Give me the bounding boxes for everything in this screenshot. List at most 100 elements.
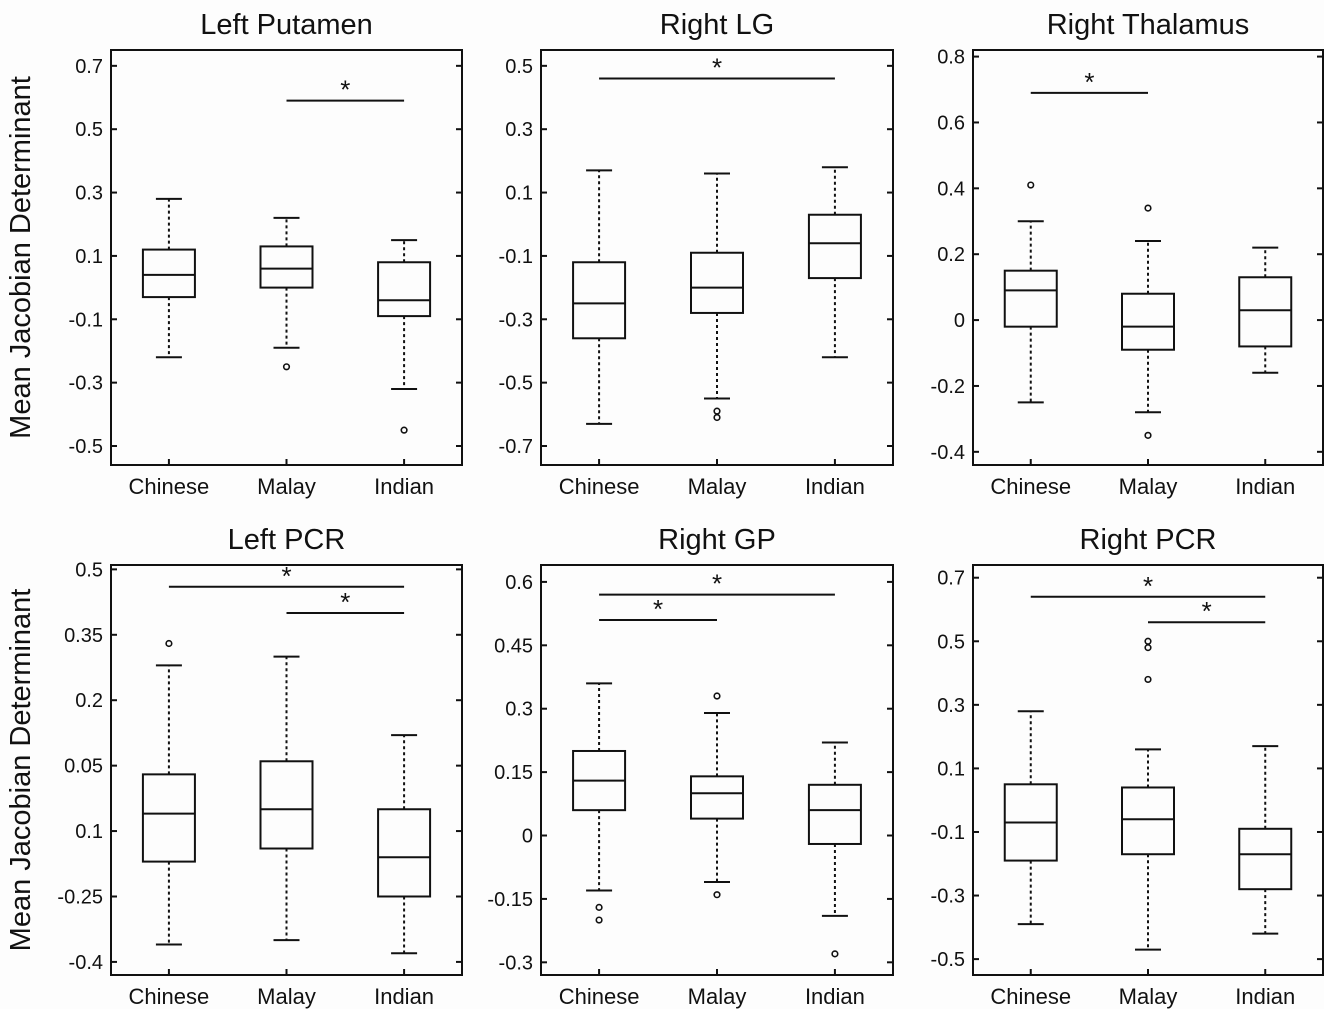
y-tick-label: -0.4 xyxy=(931,442,965,464)
x-tick-label: Malay xyxy=(1119,984,1178,1009)
x-tick-label: Malay xyxy=(688,474,747,499)
y-tick-label: 0.3 xyxy=(505,699,533,721)
x-tick-label: Indian xyxy=(805,474,865,499)
x-tick-label: Malay xyxy=(1119,474,1178,499)
y-tick-label: -0.5 xyxy=(69,436,103,458)
y-tick-label: 0.8 xyxy=(937,47,965,69)
y-tick-label: -0.3 xyxy=(499,952,533,974)
significance-star: * xyxy=(340,75,350,105)
iqr-box xyxy=(1121,292,1175,351)
y-tick-label: 0.05 xyxy=(64,756,103,778)
outlier-point xyxy=(1144,637,1152,645)
y-tick-label: -0.3 xyxy=(499,309,533,331)
y-tick-label: 0.3 xyxy=(505,119,533,141)
y-tick-label: 0.2 xyxy=(937,244,965,266)
x-tick-label: Chinese xyxy=(559,984,640,1009)
y-tick-label: 0.5 xyxy=(75,119,103,141)
y-tick-label: -0.1 xyxy=(499,246,533,268)
outlier-point xyxy=(713,891,721,899)
y-tick-label: -0.15 xyxy=(487,889,533,911)
x-tick-label: Indian xyxy=(805,984,865,1009)
x-tick-label: Chinese xyxy=(129,474,210,499)
x-tick-label: Indian xyxy=(374,984,434,1009)
x-tick-label: Indian xyxy=(1235,474,1295,499)
y-tick-label: 0.5 xyxy=(505,56,533,78)
y-tick-label: -0.5 xyxy=(499,373,533,395)
iqr-box xyxy=(1121,786,1175,856)
iqr-box xyxy=(690,251,744,314)
outlier-point xyxy=(713,413,721,422)
y-tick-label: -0.2 xyxy=(931,376,965,398)
outlier-point xyxy=(282,363,291,371)
x-tick-label: Indian xyxy=(1235,984,1295,1009)
chart-title: Right LG xyxy=(660,9,774,41)
y-tick-label: -0.1 xyxy=(931,822,965,844)
significance-star: * xyxy=(1143,571,1153,601)
plot-frame xyxy=(972,564,1324,976)
outlier-point xyxy=(1027,181,1035,189)
y-tick-label: 0.1 xyxy=(75,821,103,843)
x-tick-label: Chinese xyxy=(129,984,210,1009)
significance-star: * xyxy=(340,587,350,617)
iqr-box xyxy=(377,808,432,898)
y-tick-label: -0.1 xyxy=(69,309,103,331)
y-tick-label: 0.7 xyxy=(937,568,965,590)
y-axis-label: Mean Jacobian Determinant xyxy=(5,589,37,952)
iqr-box xyxy=(259,760,314,850)
significance-star: * xyxy=(712,569,722,599)
iqr-box xyxy=(807,213,862,280)
plot-frame xyxy=(110,564,463,976)
y-tick-label: -0.3 xyxy=(69,373,103,395)
x-tick-label: Chinese xyxy=(990,474,1071,499)
x-tick-label: Malay xyxy=(257,984,316,1009)
outlier-point xyxy=(1144,675,1152,684)
x-tick-label: Chinese xyxy=(559,474,640,499)
iqr-box xyxy=(1003,269,1058,328)
y-tick-label: 0.6 xyxy=(505,572,533,594)
iqr-box xyxy=(572,261,627,340)
y-tick-label: 0.7 xyxy=(75,56,103,78)
iqr-box xyxy=(141,248,196,299)
outlier-point xyxy=(595,903,603,911)
y-tick-label: 0.5 xyxy=(75,559,103,581)
iqr-box xyxy=(1238,276,1293,348)
outlier-point xyxy=(595,916,603,924)
y-tick-label: 0.3 xyxy=(75,183,103,205)
y-tick-label: -0.25 xyxy=(57,886,103,908)
significance-star: * xyxy=(1084,67,1094,97)
y-tick-label: 0.1 xyxy=(505,183,533,205)
plot-frame xyxy=(540,49,894,466)
x-tick-label: Indian xyxy=(374,474,434,499)
x-tick-label: Chinese xyxy=(990,984,1071,1009)
y-tick-label: 0.2 xyxy=(75,690,103,712)
outlier-point xyxy=(713,407,721,415)
y-tick-label: 0.6 xyxy=(937,112,965,134)
significance-star: * xyxy=(712,53,722,83)
iqr-box xyxy=(690,775,744,820)
y-tick-label: 0 xyxy=(522,826,533,848)
y-tick-label: -0.3 xyxy=(931,886,965,908)
chart-title: Right Thalamus xyxy=(1047,9,1250,41)
iqr-box xyxy=(259,245,314,289)
plot-frame xyxy=(110,49,463,466)
iqr-box xyxy=(1238,827,1293,891)
y-tick-label: 0.1 xyxy=(937,758,965,780)
y-tick-label: 0.45 xyxy=(494,635,533,657)
y-axis-label: Mean Jacobian Determinant xyxy=(5,76,37,439)
y-tick-label: -0.7 xyxy=(499,436,533,458)
outlier-point xyxy=(713,692,721,700)
significance-star: * xyxy=(1202,596,1212,626)
y-tick-label: 0.15 xyxy=(494,762,533,784)
chart-title: Left Putamen xyxy=(200,9,373,41)
iqr-box xyxy=(141,773,196,863)
chart-title: Right GP xyxy=(658,524,776,556)
x-tick-label: Malay xyxy=(257,474,316,499)
x-tick-label: Malay xyxy=(688,984,747,1009)
outlier-point xyxy=(400,426,408,434)
outlier-point xyxy=(165,639,173,648)
iqr-box xyxy=(807,783,862,845)
significance-star: * xyxy=(653,594,663,624)
chart-title: Right PCR xyxy=(1080,524,1217,556)
y-tick-label: 0.4 xyxy=(937,178,965,200)
